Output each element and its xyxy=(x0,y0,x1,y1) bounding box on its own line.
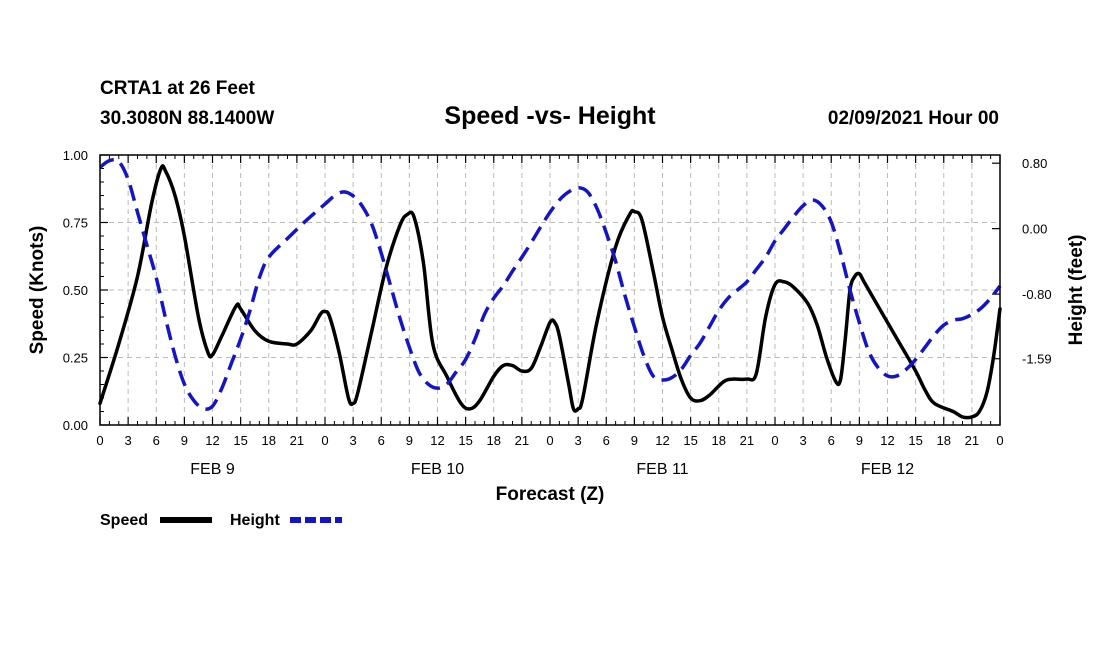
day-label: FEB 11 xyxy=(636,461,688,478)
x-tick-label: 9 xyxy=(406,433,413,448)
x-tick-label: 6 xyxy=(603,433,610,448)
day-label: FEB 10 xyxy=(411,461,464,478)
x-tick-label: 12 xyxy=(205,433,219,448)
tick-labels: 0 3 6 9 12 15 18 21 0 3 6 9 12 15 18 21 0 3 6 9 12 15 18 21 0 3 6 9… xyxy=(63,148,1052,478)
x-tick-label: 18 xyxy=(712,433,726,448)
x-tick-label: 21 xyxy=(740,433,754,448)
x-tick-label: 9 xyxy=(631,433,638,448)
x-tick-label: 0 xyxy=(771,433,778,448)
x-tick-label: 0 xyxy=(546,433,553,448)
legend-height-label: Height xyxy=(230,512,280,529)
x-tick-label: 18 xyxy=(487,433,501,448)
x-tick-label: 15 xyxy=(458,433,472,448)
station-label: CRTA1 at 26 Feet xyxy=(100,78,256,99)
x-tick-label: 0 xyxy=(321,433,328,448)
x-tick-label: 21 xyxy=(515,433,529,448)
y-tick-label-left: 0.50 xyxy=(63,283,88,298)
day-label: FEB 12 xyxy=(861,461,914,478)
x-tick-label: 21 xyxy=(290,433,304,448)
y-tick-label-left: 1.00 xyxy=(63,148,88,163)
x-tick-label: 21 xyxy=(965,433,979,448)
y-tick-label-right: 0.00 xyxy=(1022,222,1047,237)
x-tick-label: 0 xyxy=(96,433,103,448)
grid xyxy=(100,155,1000,425)
x-tick-label: 6 xyxy=(153,433,160,448)
chart-title: Speed -vs- Height xyxy=(444,102,656,130)
legend: Speed Height xyxy=(100,512,342,529)
y-tick-label-left: 0.00 xyxy=(63,418,88,433)
legend-speed-label: Speed xyxy=(100,512,148,529)
y-tick-label-right: -1.59 xyxy=(1022,352,1052,367)
x-tick-label: 3 xyxy=(125,433,132,448)
speed-series-line xyxy=(98,164,1002,420)
x-tick-label: 18 xyxy=(937,433,951,448)
y-axis-label-right: Height (feet) xyxy=(1066,235,1087,346)
forecast-datetime: 02/09/2021 Hour 00 xyxy=(828,108,999,129)
x-tick-label: 9 xyxy=(856,433,863,448)
y-tick-label-left: 0.75 xyxy=(63,216,88,231)
x-tick-label: 18 xyxy=(262,433,276,448)
x-tick-label: 9 xyxy=(181,433,188,448)
x-tick-label: 15 xyxy=(233,433,247,448)
x-tick-label: 12 xyxy=(430,433,444,448)
series-lines xyxy=(98,157,1002,420)
location-label: 30.3080N 88.1400W xyxy=(100,108,274,129)
y-tick-label-right: 0.80 xyxy=(1022,156,1047,171)
x-tick-label: 15 xyxy=(683,433,697,448)
x-tick-label: 6 xyxy=(378,433,385,448)
x-tick-label: 3 xyxy=(575,433,582,448)
y-axis-label-left: Speed (Knots) xyxy=(27,226,48,355)
plot-frame xyxy=(99,154,1001,426)
y-tick-label-right: -0.80 xyxy=(1022,287,1052,302)
day-label: FEB 9 xyxy=(190,461,235,478)
x-axis-label: Forecast (Z) xyxy=(496,484,605,505)
height-series-line xyxy=(98,157,1002,411)
x-tick-label: 3 xyxy=(800,433,807,448)
x-tick-label: 3 xyxy=(350,433,357,448)
y-tick-label-left: 0.25 xyxy=(63,351,88,366)
x-tick-label: 6 xyxy=(828,433,835,448)
x-tick-label: 15 xyxy=(908,433,922,448)
x-tick-label: 12 xyxy=(655,433,669,448)
x-tick-label: 0 xyxy=(996,433,1003,448)
x-tick-label: 12 xyxy=(880,433,894,448)
